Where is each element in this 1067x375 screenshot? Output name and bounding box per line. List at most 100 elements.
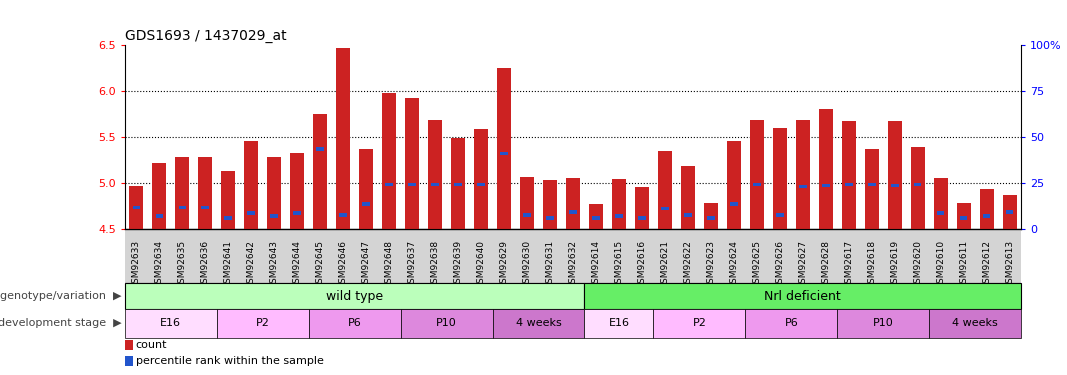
Text: 4 weeks: 4 weeks — [952, 318, 998, 328]
Bar — [178, 206, 186, 210]
Bar — [125, 309, 217, 338]
Bar — [818, 110, 832, 229]
Text: E16: E16 — [608, 318, 630, 328]
Bar — [980, 189, 993, 229]
Bar — [382, 93, 396, 229]
Bar — [707, 216, 715, 219]
Bar — [497, 68, 511, 229]
Text: P10: P10 — [436, 318, 457, 328]
Bar — [937, 211, 944, 215]
Bar — [585, 283, 1021, 309]
Bar — [132, 206, 140, 210]
Bar — [911, 147, 925, 229]
Bar — [360, 149, 373, 229]
Bar — [268, 157, 281, 229]
Bar — [681, 166, 695, 229]
Text: P6: P6 — [348, 318, 362, 328]
Bar — [960, 216, 968, 219]
Bar — [727, 141, 740, 229]
Bar — [477, 183, 484, 186]
Text: Nrl deficient: Nrl deficient — [764, 290, 841, 303]
Bar — [929, 309, 1021, 338]
Text: count: count — [136, 340, 168, 350]
Bar — [799, 184, 807, 188]
Bar — [592, 216, 600, 219]
Text: P2: P2 — [256, 318, 270, 328]
Bar — [339, 213, 347, 217]
Text: P2: P2 — [692, 318, 706, 328]
Bar — [865, 149, 878, 229]
Bar — [1003, 195, 1017, 229]
Bar — [934, 178, 947, 229]
Bar — [569, 210, 577, 214]
Bar — [914, 183, 922, 186]
Text: E16: E16 — [160, 318, 181, 328]
Bar — [635, 188, 649, 229]
Bar — [500, 152, 508, 155]
Bar — [750, 120, 764, 229]
Bar — [773, 128, 786, 229]
Bar — [175, 157, 189, 229]
Bar — [612, 179, 626, 229]
Bar — [838, 309, 929, 338]
Bar — [217, 309, 308, 338]
Bar — [317, 147, 324, 151]
Text: GDS1693 / 1437029_at: GDS1693 / 1437029_at — [125, 28, 286, 43]
Bar — [125, 340, 132, 350]
Bar — [585, 309, 653, 338]
Bar — [455, 183, 462, 186]
Text: wild type: wild type — [327, 290, 383, 303]
Bar — [867, 183, 876, 186]
Bar — [405, 98, 419, 229]
Bar — [653, 309, 746, 338]
Bar — [957, 203, 971, 229]
Bar — [845, 183, 853, 186]
Text: genotype/variation  ▶: genotype/variation ▶ — [0, 291, 122, 301]
Bar — [474, 129, 488, 229]
Bar — [290, 153, 304, 229]
Bar — [730, 202, 737, 206]
Bar — [520, 177, 534, 229]
Bar — [842, 121, 856, 229]
Bar — [409, 183, 416, 186]
Text: P10: P10 — [873, 318, 893, 328]
Bar — [822, 184, 829, 188]
Text: P6: P6 — [784, 318, 798, 328]
Bar — [308, 309, 400, 338]
Bar — [638, 216, 646, 219]
Bar — [493, 309, 585, 338]
Bar — [244, 141, 258, 229]
Bar — [431, 183, 439, 186]
Bar — [704, 203, 718, 229]
Bar — [270, 214, 278, 218]
Text: percentile rank within the sample: percentile rank within the sample — [136, 356, 323, 366]
Bar — [543, 180, 557, 229]
Bar — [776, 213, 783, 217]
Bar — [125, 356, 132, 366]
Bar — [888, 121, 902, 229]
Bar — [248, 211, 255, 215]
Bar — [891, 184, 898, 188]
Bar — [1006, 210, 1014, 214]
Bar — [428, 120, 442, 229]
Bar — [336, 48, 350, 229]
Bar — [385, 183, 393, 186]
Bar — [746, 309, 838, 338]
Bar — [658, 151, 672, 229]
Bar — [451, 138, 465, 229]
Bar — [129, 186, 143, 229]
Text: development stage  ▶: development stage ▶ — [0, 318, 122, 328]
Bar — [753, 183, 761, 186]
Bar — [546, 216, 554, 219]
Bar — [221, 171, 235, 229]
Bar — [684, 213, 691, 217]
Bar — [156, 214, 163, 218]
Bar — [662, 207, 669, 210]
Text: 4 weeks: 4 weeks — [515, 318, 561, 328]
Bar — [314, 114, 328, 229]
Bar — [293, 211, 301, 215]
Bar — [125, 283, 585, 309]
Bar — [363, 202, 370, 206]
Bar — [796, 120, 810, 229]
Bar — [198, 157, 212, 229]
